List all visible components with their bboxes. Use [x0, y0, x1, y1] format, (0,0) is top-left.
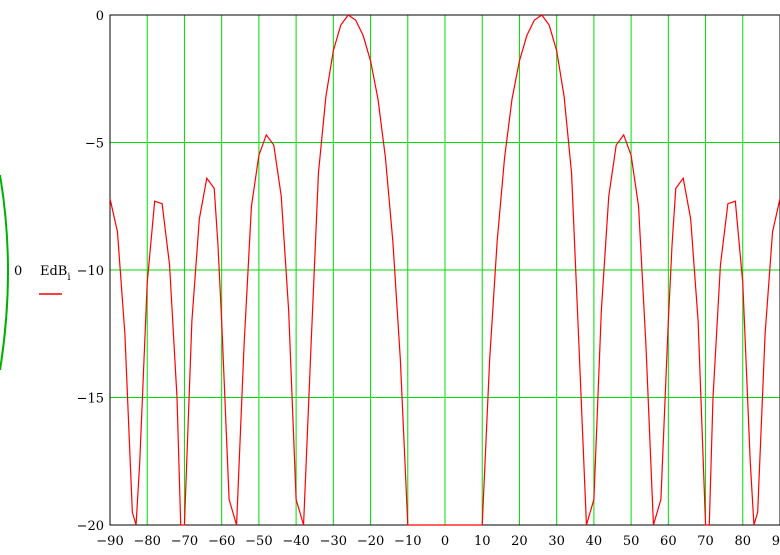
x-tick-label: 90: [772, 534, 780, 549]
y-axis-label: EdBi: [40, 264, 71, 283]
y-tick-labels: 0 −5 −10 −15 −20: [77, 9, 104, 534]
y-tick-label: −15: [77, 392, 104, 407]
x-tick-label: 50: [623, 534, 640, 549]
x-tick-label: −30: [320, 534, 347, 549]
y-tick-label: −5: [85, 137, 104, 152]
x-tick-label: 40: [586, 534, 603, 549]
x-tick-label: −90: [96, 534, 123, 549]
y-tick-label: −10: [77, 264, 104, 279]
y-axis-label-subscript: i: [67, 272, 70, 283]
left-marker: 0: [14, 264, 22, 279]
x-tick-label: 10: [474, 534, 491, 549]
y-tick-label: −20: [77, 519, 104, 534]
x-tick-label: −50: [245, 534, 272, 549]
x-tick-labels: −90 −80 −70 −60 −50 −40 −30 −20 −10 0 10 20 30 40 50 60…: [96, 534, 780, 549]
x-tick-label: 30: [548, 534, 565, 549]
x-tick-label: −10: [394, 534, 421, 549]
edge-arc: [0, 174, 9, 371]
y-tick-label: 0: [96, 9, 104, 24]
x-tick-label: −40: [282, 534, 309, 549]
grid: [110, 15, 780, 525]
x-tick-label: 60: [660, 534, 677, 549]
x-tick-label: 0: [441, 534, 449, 549]
x-tick-label: −70: [171, 534, 198, 549]
x-tick-label: −20: [357, 534, 384, 549]
x-tick-label: 70: [697, 534, 714, 549]
x-tick-label: 20: [511, 534, 528, 549]
series-line: [109, 14, 780, 526]
x-tick-label: −80: [134, 534, 161, 549]
x-tick-label: 80: [735, 534, 752, 549]
y-axis-label-main: EdB: [40, 264, 67, 279]
x-tick-label: −60: [208, 534, 235, 549]
